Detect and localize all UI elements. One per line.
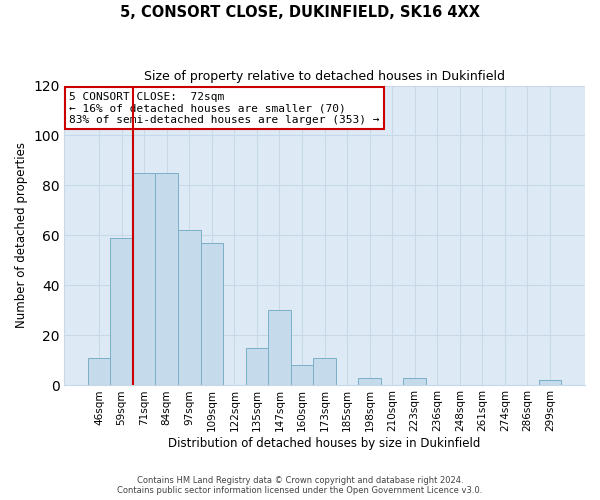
- Bar: [178, 230, 200, 385]
- Bar: [245, 348, 268, 385]
- Bar: [291, 365, 313, 385]
- Bar: [358, 378, 381, 385]
- Bar: [88, 358, 110, 385]
- Bar: [539, 380, 562, 385]
- Bar: [155, 173, 178, 385]
- X-axis label: Distribution of detached houses by size in Dukinfield: Distribution of detached houses by size …: [169, 437, 481, 450]
- Bar: [133, 173, 155, 385]
- Text: 5, CONSORT CLOSE, DUKINFIELD, SK16 4XX: 5, CONSORT CLOSE, DUKINFIELD, SK16 4XX: [120, 5, 480, 20]
- Text: Contains HM Land Registry data © Crown copyright and database right 2024.
Contai: Contains HM Land Registry data © Crown c…: [118, 476, 482, 495]
- Bar: [110, 238, 133, 385]
- Text: 5 CONSORT CLOSE:  72sqm
← 16% of detached houses are smaller (70)
83% of semi-de: 5 CONSORT CLOSE: 72sqm ← 16% of detached…: [70, 92, 380, 124]
- Bar: [403, 378, 426, 385]
- Bar: [313, 358, 336, 385]
- Bar: [268, 310, 291, 385]
- Title: Size of property relative to detached houses in Dukinfield: Size of property relative to detached ho…: [144, 70, 505, 83]
- Bar: [200, 243, 223, 385]
- Y-axis label: Number of detached properties: Number of detached properties: [15, 142, 28, 328]
